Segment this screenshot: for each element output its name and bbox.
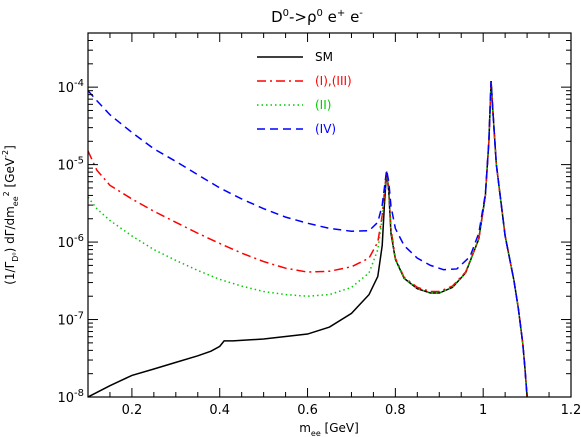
x-tick-label: 0.8 (385, 403, 406, 418)
y-tick-label: 10-5 (57, 156, 84, 174)
legend: SM (I),(III) (II) (IV) (257, 50, 352, 136)
series-line-0 (88, 80, 528, 397)
x-axis-label: mee [GeV] (299, 421, 359, 437)
y-tick-label: 10-4 (57, 78, 84, 96)
y-tick-label: 10-7 (57, 311, 84, 329)
y-tick-label: 10-8 (57, 388, 84, 406)
x-tick-label: 1.2 (561, 403, 581, 418)
series-line-2 (88, 80, 528, 397)
series-line-1 (88, 80, 528, 397)
curves-group (88, 80, 528, 397)
y-tick-label: 10-6 (57, 233, 84, 251)
y-axis-label: (1/ΓD⁰) dΓ/dmee2 [GeV-2] (1, 145, 20, 285)
series-line-3 (88, 80, 528, 397)
x-tick-label: 0.2 (122, 403, 143, 418)
ticks-group: 0.2 0.4 0.6 0.8 1 1.2 10-8 10-7 10-6 10-5 10-4 (57, 32, 581, 418)
legend-label-2: (II) (315, 98, 331, 112)
legend-label-3: (IV) (315, 122, 336, 136)
legend-label-0: SM (315, 50, 333, 64)
x-tick-label: 0.4 (209, 403, 230, 418)
x-tick-label: 1 (479, 403, 487, 418)
x-tick-label: 0.6 (297, 403, 318, 418)
chart-title: D0->ρ0 e+ e- (271, 8, 363, 26)
legend-label-1: (I),(III) (315, 74, 352, 88)
